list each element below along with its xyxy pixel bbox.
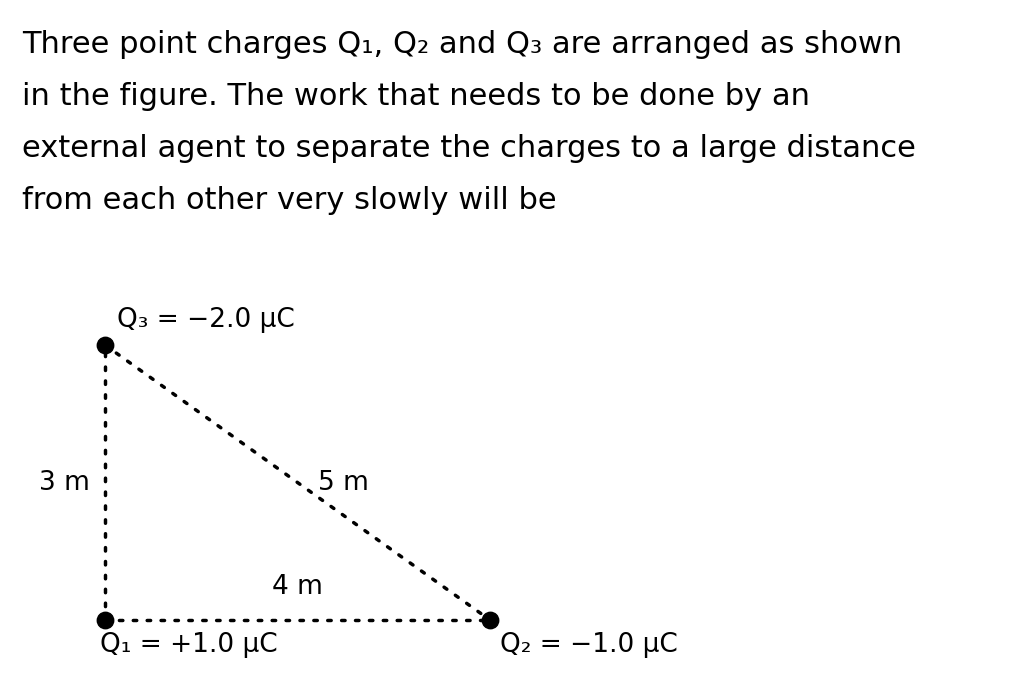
Text: in the figure. The work that needs to be done by an: in the figure. The work that needs to be… (22, 82, 810, 111)
Text: Q₁ = +1.0 μC: Q₁ = +1.0 μC (100, 632, 278, 658)
Point (97, 614, 114, 626)
Text: Q₂ = −1.0 μC: Q₂ = −1.0 μC (500, 632, 678, 658)
Text: 4 m: 4 m (272, 574, 323, 600)
Text: 5 m: 5 m (317, 470, 369, 496)
Text: from each other very slowly will be: from each other very slowly will be (22, 186, 557, 215)
Text: external agent to separate the charges to a large distance: external agent to separate the charges t… (22, 134, 915, 163)
Text: Q₃ = −2.0 μC: Q₃ = −2.0 μC (117, 307, 295, 333)
Point (482, 614, 499, 626)
Text: Three point charges Q₁, Q₂ and Q₃ are arranged as shown: Three point charges Q₁, Q₂ and Q₃ are ar… (22, 30, 902, 59)
Text: 3 m: 3 m (39, 470, 90, 496)
Point (97, 339, 114, 350)
